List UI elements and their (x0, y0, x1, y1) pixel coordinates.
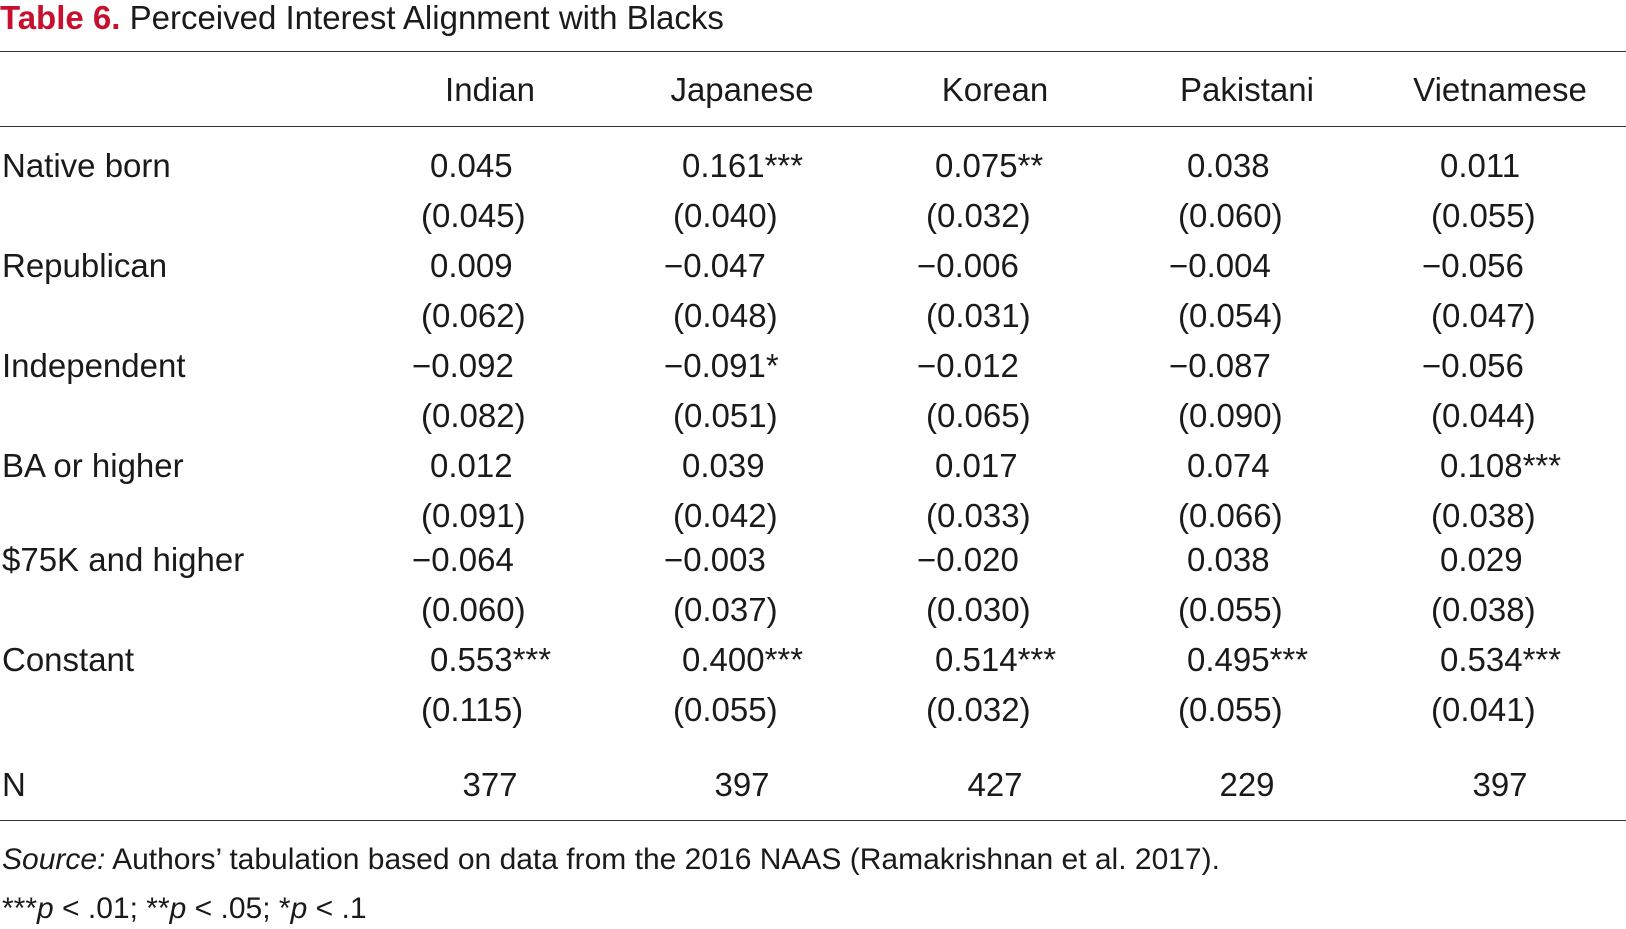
coefficient-cell: 0.074 (1187, 447, 1270, 484)
std-error-cell: (0.054) (1178, 297, 1283, 334)
coefficient-cell: 0.039 (682, 447, 765, 484)
std-error-cell: (0.090) (1178, 397, 1283, 434)
coefficient-cell: 0.075** (935, 147, 1044, 184)
column-header: Japanese (670, 71, 814, 108)
sig-threshold: < .05; (186, 892, 279, 925)
std-error-cell: (0.032) (926, 691, 1031, 728)
std-error-cell: (0.055) (1178, 691, 1283, 728)
std-error-cell: (0.091) (421, 497, 526, 534)
coefficient-cell: 0.009 (430, 247, 513, 284)
coefficient-cell: −0.056 (1422, 247, 1524, 284)
coefficient-cell: 0.400*** (682, 641, 804, 678)
std-error-cell: (0.062) (421, 297, 526, 334)
coefficient-cell: 0.011 (1440, 147, 1521, 184)
row-label: Republican (2, 247, 168, 284)
coefficient-cell: −0.087 (1169, 347, 1271, 384)
std-error-cell: (0.040) (673, 197, 778, 234)
std-error-cell: (0.045) (421, 197, 526, 234)
n-cell: 397 (714, 766, 770, 803)
sig-stars: ** (146, 892, 170, 925)
n-cell: 229 (1219, 766, 1275, 803)
row-label: N (2, 766, 26, 803)
coefficient-cell: 0.045 (430, 147, 513, 184)
std-error-cell: (0.038) (1431, 591, 1536, 628)
coefficient-cell: −0.047 (664, 247, 766, 284)
std-error-cell: (0.041) (1431, 691, 1536, 728)
coefficient-cell: −0.003 (664, 541, 766, 578)
coefficient-cell: −0.020 (917, 541, 1019, 578)
coefficient-cell: 0.038 (1187, 147, 1270, 184)
coefficient-cell: −0.006 (917, 247, 1019, 284)
std-error-cell: (0.060) (421, 591, 526, 628)
row-label: Constant (2, 641, 135, 678)
coefficient-cell: 0.161*** (682, 147, 804, 184)
std-error-cell: (0.055) (1178, 591, 1283, 628)
std-error-cell: (0.055) (673, 691, 778, 728)
coefficient-cell: 0.012 (430, 447, 513, 484)
std-error-cell: (0.033) (926, 497, 1031, 534)
significance-note: ***p < .01; **p < .05; *p < .1 (2, 891, 367, 927)
coefficient-cell: 0.029 (1440, 541, 1523, 578)
std-error-cell: (0.030) (926, 591, 1031, 628)
sig-threshold: < .1 (307, 892, 367, 925)
coefficient-cell: −0.004 (1169, 247, 1271, 284)
coefficient-cell: 0.534*** (1440, 641, 1562, 678)
std-error-cell: (0.031) (926, 297, 1031, 334)
coefficient-cell: 0.108*** (1440, 447, 1562, 484)
column-header: Pakistani (1180, 71, 1314, 108)
bottom-rule (0, 820, 1626, 821)
std-error-cell: (0.037) (673, 591, 778, 628)
coefficient-cell: −0.092 (412, 347, 514, 384)
sig-p: p (290, 892, 308, 925)
sig-threshold: < .01; (53, 892, 147, 925)
n-cell: 397 (1472, 766, 1528, 803)
row-label: BA or higher (2, 447, 184, 484)
std-error-cell: (0.060) (1178, 197, 1283, 234)
column-header: Korean (941, 71, 1049, 108)
row-label: Native born (2, 147, 171, 184)
header-rule (0, 126, 1626, 127)
row-label: Independent (2, 347, 186, 384)
std-error-cell: (0.038) (1431, 497, 1536, 534)
column-header: Vietnamese (1413, 71, 1587, 108)
coefficient-cell: 0.495*** (1187, 641, 1309, 678)
row-label: $75K and higher (2, 541, 245, 578)
std-error-cell: (0.065) (926, 397, 1031, 434)
table-title: Table 6. Perceived Interest Alignment wi… (0, 0, 724, 36)
coefficient-cell: −0.056 (1422, 347, 1524, 384)
source-label: Source: (2, 843, 106, 876)
std-error-cell: (0.032) (926, 197, 1031, 234)
table-number: Table 6. (0, 0, 121, 36)
source-note: Source: Authors’ tabulation based on dat… (2, 842, 1220, 878)
sig-stars: * (278, 892, 291, 925)
sig-stars: *** (2, 892, 38, 925)
std-error-cell: (0.115) (421, 691, 524, 728)
coefficient-cell: −0.012 (917, 347, 1019, 384)
std-error-cell: (0.066) (1178, 497, 1283, 534)
std-error-cell: (0.082) (421, 397, 526, 434)
table-caption: Perceived Interest Alignment with Blacks (120, 0, 724, 36)
coefficient-cell: 0.038 (1187, 541, 1270, 578)
sig-p: p (169, 892, 187, 925)
coefficient-cell: 0.553*** (430, 641, 552, 678)
coefficient-cell: −0.091* (664, 347, 779, 384)
top-rule (0, 51, 1626, 52)
n-cell: 377 (462, 766, 518, 803)
std-error-cell: (0.047) (1431, 297, 1536, 334)
coefficient-cell: 0.514*** (935, 641, 1057, 678)
coefficient-cell: 0.017 (935, 447, 1018, 484)
std-error-cell: (0.055) (1431, 197, 1536, 234)
coefficient-cell: −0.064 (412, 541, 514, 578)
column-header: Indian (445, 71, 535, 108)
n-cell: 427 (967, 766, 1023, 803)
source-text: Authors’ tabulation based on data from t… (105, 843, 1220, 876)
std-error-cell: (0.042) (673, 497, 778, 534)
std-error-cell: (0.051) (673, 397, 778, 434)
sig-p: p (37, 892, 54, 925)
std-error-cell: (0.044) (1431, 397, 1536, 434)
std-error-cell: (0.048) (673, 297, 778, 334)
